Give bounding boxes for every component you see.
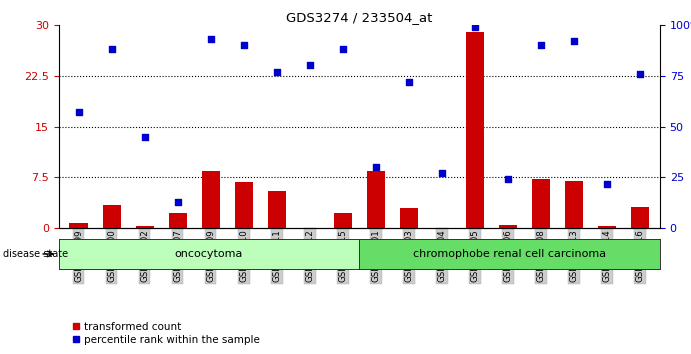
- Point: [271, 69, 282, 74]
- Point: [337, 46, 348, 52]
- Bar: [631, 207, 649, 228]
- Point: [404, 79, 415, 85]
- Text: chromophobe renal cell carcinoma: chromophobe renal cell carcinoma: [413, 249, 606, 259]
- Bar: [334, 213, 352, 228]
- Point: [73, 109, 84, 115]
- Bar: [169, 213, 187, 228]
- Bar: [102, 205, 121, 228]
- Point: [139, 134, 150, 139]
- Point: [106, 46, 117, 52]
- Bar: [202, 171, 220, 228]
- Bar: [135, 226, 153, 228]
- Point: [205, 36, 216, 42]
- Point: [469, 24, 480, 30]
- Bar: [367, 171, 385, 228]
- Bar: [565, 181, 583, 228]
- Title: GDS3274 / 233504_at: GDS3274 / 233504_at: [286, 11, 433, 24]
- Text: oncocytoma: oncocytoma: [175, 249, 243, 259]
- Point: [370, 164, 381, 170]
- Legend: transformed count, percentile rank within the sample: transformed count, percentile rank withi…: [68, 317, 264, 349]
- Bar: [70, 223, 88, 228]
- Bar: [267, 191, 286, 228]
- Point: [536, 42, 547, 48]
- Point: [634, 71, 645, 76]
- Bar: [400, 208, 418, 228]
- Point: [172, 199, 183, 205]
- Point: [602, 181, 613, 186]
- Bar: [532, 179, 550, 228]
- Bar: [598, 225, 616, 228]
- Point: [238, 42, 249, 48]
- Bar: [235, 182, 253, 228]
- Bar: [466, 32, 484, 228]
- Bar: [499, 225, 517, 228]
- Point: [502, 177, 513, 182]
- Point: [437, 171, 448, 176]
- Point: [569, 38, 580, 44]
- Text: disease state: disease state: [3, 249, 68, 259]
- Point: [304, 63, 315, 68]
